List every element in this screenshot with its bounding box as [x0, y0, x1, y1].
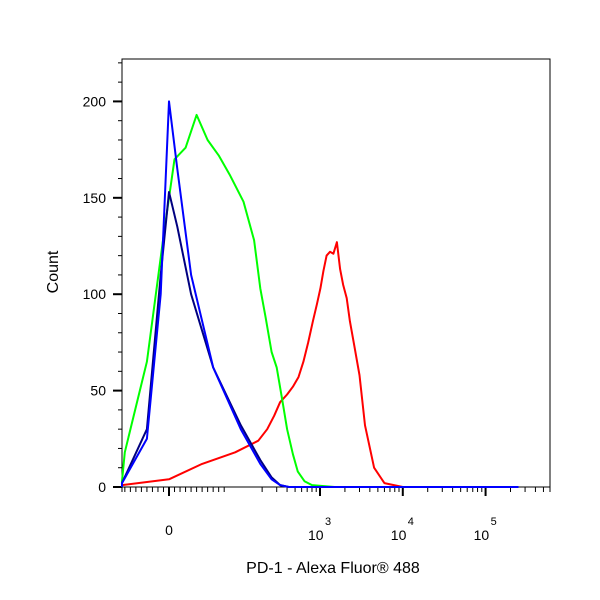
histogram-series-line — [121, 241, 519, 488]
y-tick-label: 200 — [83, 93, 107, 109]
x-tick-label: 0 — [165, 522, 173, 538]
y-tick-label: 0 — [98, 479, 106, 495]
x-tick-exponent: 3 — [325, 516, 331, 528]
histogram-series-line — [121, 191, 519, 488]
x-tick-exponent: 5 — [491, 516, 497, 528]
y-tick-label: 50 — [90, 383, 106, 399]
series-layer — [121, 100, 519, 488]
x-tick-label: 10 — [474, 527, 490, 543]
y-axis-title: Count — [45, 250, 62, 293]
x-tick-exponent: 4 — [408, 516, 414, 528]
y-tick-label: 150 — [83, 190, 107, 206]
x-axis-title: PD-1 - Alexa Fluor® 488 — [246, 560, 420, 577]
y-axis: 0 50 100 150 200 — [83, 62, 122, 495]
y-tick-label: 100 — [83, 286, 107, 302]
x-tick-label: 10 — [391, 527, 407, 543]
histogram-series-line — [121, 113, 519, 488]
x-tick-label: 10 — [308, 527, 324, 543]
histogram-series-line — [121, 100, 519, 488]
